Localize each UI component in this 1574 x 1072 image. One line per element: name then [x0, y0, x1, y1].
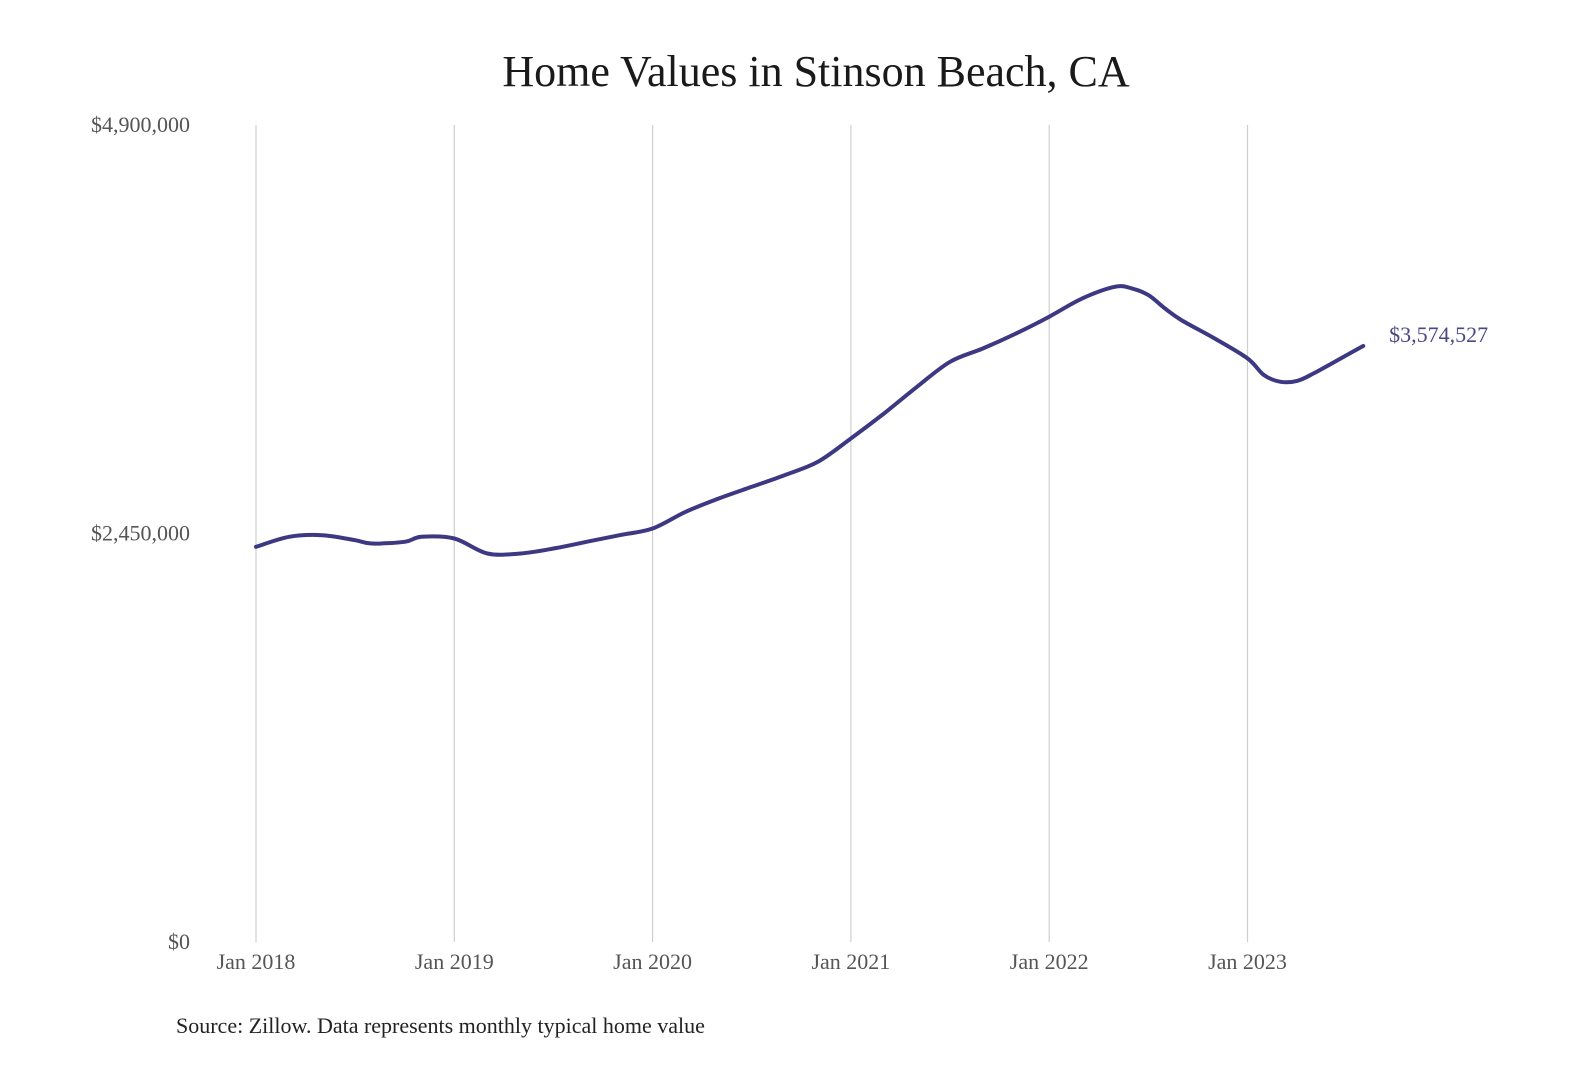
x-gridlines [255, 125, 1249, 942]
y-tick-label: $4,900,000 [91, 112, 190, 137]
x-axis: Jan 2018 Jan 2019 Jan 2020 Jan 2021 Jan 2022… [217, 949, 1287, 974]
series-group [254, 284, 1366, 557]
x-tick-label: Jan 2021 [811, 949, 890, 974]
source-note: Source: Zillow. Data represents monthly … [176, 1013, 705, 1038]
chart-title: Home Values in Stinson Beach, CA [502, 47, 1130, 96]
y-axis: $0 $2,450,000 $4,900,000 [91, 112, 190, 954]
x-tick-label: Jan 2019 [415, 949, 494, 974]
series-line [254, 284, 1366, 557]
end-value-label: $3,574,527 [1389, 322, 1488, 347]
x-tick-label: Jan 2018 [217, 949, 296, 974]
x-tick-label: Jan 2020 [613, 949, 692, 974]
y-tick-label: $2,450,000 [91, 521, 190, 546]
x-tick-label: Jan 2022 [1010, 949, 1089, 974]
x-tick-label: Jan 2023 [1208, 949, 1287, 974]
y-tick-label: $0 [168, 929, 190, 954]
